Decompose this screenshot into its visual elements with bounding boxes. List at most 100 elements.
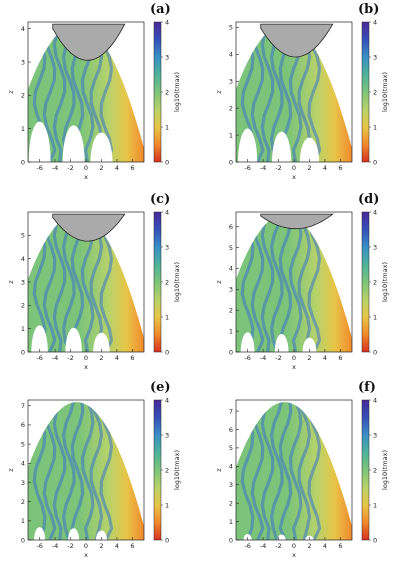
colorbar-tick-label: 2 <box>165 88 169 96</box>
colorbar-tick-label: 4 <box>165 18 169 26</box>
y-axis-label: z <box>215 280 223 284</box>
y-tick-label: 7 <box>229 407 233 415</box>
x-tick-label: 2 <box>307 354 311 362</box>
x-tick-label: 6 <box>130 354 134 362</box>
heatmap-svg: -6 -4 -2 0 2 4 6 0 1 2 3 4 5 6 7 x z 0 1 2 3 4 log10(tmax) <box>215 396 389 559</box>
x-tick-label: 4 <box>323 542 327 550</box>
heatmap-svg: -6 -4 -2 0 2 4 6 0 1 2 3 4 5 6 x z 0 1 2 3 4 log10(tmax) <box>215 208 389 371</box>
void-region <box>62 125 85 162</box>
colorbar <box>153 211 162 353</box>
y-tick-label: 0 <box>21 348 25 356</box>
x-tick-label: 4 <box>323 354 327 362</box>
y-tick-label: 4 <box>21 255 25 263</box>
x-tick-label: -2 <box>275 542 281 550</box>
y-axis-label: z <box>7 90 15 94</box>
void-region <box>271 131 292 162</box>
colorbar <box>361 399 370 541</box>
swirl-streak <box>260 214 275 352</box>
colorbar-tick-label: 0 <box>373 348 377 356</box>
x-axis-label: x <box>84 551 88 559</box>
y-tick-label: 0 <box>21 158 25 166</box>
colorbar-tick-label: 1 <box>373 501 377 509</box>
x-tick-label: -4 <box>260 542 266 550</box>
y-tick-label: 4 <box>21 25 25 33</box>
swirl-streak <box>288 402 303 540</box>
colorbar-label: log10(tmax) <box>381 72 389 112</box>
y-tick-label: 2 <box>229 307 233 315</box>
y-tick-label: 3 <box>21 479 25 487</box>
y-tick-label: 5 <box>21 440 25 448</box>
swirl-streak <box>260 24 275 162</box>
swirl-streak <box>80 402 95 540</box>
panel-b: (b) -6 -4 -2 0 2 4 6 0 1 2 3 4 5 x z 0 1 2 3 4 log10(tmax) <box>208 0 408 183</box>
panel-e: (e) -6 -4 -2 0 2 4 6 0 1 2 3 4 5 6 7 x z 0 1 2 3 4 log10(tmax) <box>0 378 200 561</box>
x-tick-label: -2 <box>67 164 73 172</box>
x-tick-label: -2 <box>275 354 281 362</box>
y-tick-label: 6 <box>229 426 233 434</box>
x-tick-label: 2 <box>307 164 311 172</box>
x-tick-label: 2 <box>99 354 103 362</box>
grey-cap <box>52 213 126 242</box>
panel-label: (f) <box>358 380 376 395</box>
void-region <box>277 534 286 540</box>
flow-field <box>28 402 144 540</box>
x-tick-label: 4 <box>115 542 119 550</box>
x-tick-label: 0 <box>292 164 296 172</box>
colorbar-tick-label: 0 <box>165 536 169 544</box>
swirl-streak <box>297 214 312 352</box>
panel-label: (a) <box>150 2 171 17</box>
colorbar <box>153 399 162 541</box>
y-axis-label: z <box>7 468 15 472</box>
colorbar-tick-label: 4 <box>165 208 169 216</box>
colorbar-tick-label: 4 <box>165 396 169 404</box>
colorbar <box>361 21 370 163</box>
x-tick-label: -4 <box>52 354 58 362</box>
swirl-streak <box>61 402 76 540</box>
panel-c: (c) -6 -4 -2 0 2 4 6 0 1 2 3 4 5 x z 0 1 2 3 4 log10(tmax) <box>0 190 200 373</box>
swirl-streak <box>52 24 67 162</box>
swirl-streak <box>52 214 67 352</box>
x-tick-label: 0 <box>84 354 88 362</box>
colorbar-tick-label: 0 <box>165 348 169 356</box>
y-tick-label: 4 <box>21 460 25 468</box>
x-tick-label: 0 <box>292 354 296 362</box>
panel-label: (d) <box>358 192 380 207</box>
y-tick-label: 5 <box>229 24 233 32</box>
x-tick-label: 0 <box>84 164 88 172</box>
x-axis-label: x <box>292 173 296 181</box>
swirl-streak <box>269 402 284 540</box>
colorbar-tick-label: 3 <box>165 431 169 439</box>
colorbar <box>361 211 370 353</box>
y-tick-label: 3 <box>21 58 25 66</box>
colorbar-tick-label: 0 <box>373 158 377 166</box>
panel-label: (c) <box>150 192 171 207</box>
panel-label: (b) <box>358 2 380 17</box>
heatmap-svg: -6 -4 -2 0 2 4 6 0 1 2 3 4 5 6 7 x z 0 1 2 3 4 log10(tmax) <box>7 396 181 559</box>
colorbar-label: log10(tmax) <box>173 262 181 302</box>
y-axis-label: z <box>215 468 223 472</box>
x-tick-label: -2 <box>67 542 73 550</box>
colorbar-label: log10(tmax) <box>173 72 181 112</box>
y-tick-label: 2 <box>229 104 233 112</box>
colorbar-tick-label: 1 <box>165 123 169 131</box>
colorbar-tick-label: 2 <box>165 466 169 474</box>
colorbar-tick-label: 3 <box>373 53 377 61</box>
y-tick-label: 7 <box>21 402 25 410</box>
y-tick-label: 1 <box>229 518 233 526</box>
colorbar-tick-label: 2 <box>373 466 377 474</box>
x-tick-label: 6 <box>130 542 134 550</box>
colorbar-tick-label: 4 <box>373 208 377 216</box>
x-tick-label: -2 <box>275 164 281 172</box>
swirl-streak <box>278 402 293 540</box>
x-tick-label: -4 <box>260 164 266 172</box>
x-tick-label: -6 <box>244 164 250 172</box>
colorbar-tick-label: 3 <box>165 243 169 251</box>
colorbar-tick-label: 1 <box>373 123 377 131</box>
y-tick-label: 2 <box>21 498 25 506</box>
y-tick-label: 6 <box>21 421 25 429</box>
colorbar-tick-label: 0 <box>165 158 169 166</box>
panel-a: (a) -6 -4 -2 0 2 4 6 0 1 2 3 4 x z 0 1 2 3 4 log10(tmax) <box>0 0 200 183</box>
y-tick-label: 2 <box>21 302 25 310</box>
colorbar-tick-label: 1 <box>165 501 169 509</box>
x-tick-label: 4 <box>323 164 327 172</box>
